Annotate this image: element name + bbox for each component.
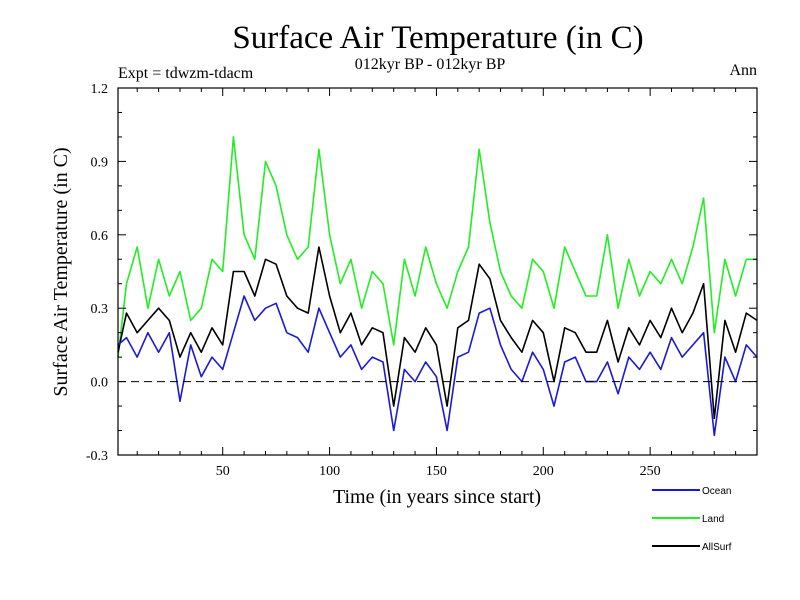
legend-label-allsurf: AllSurf	[702, 542, 732, 553]
experiment-label: Expt = tdwzm-tdacm	[118, 65, 254, 82]
y-axis-label: Surface Air Temperature (in C)	[50, 147, 72, 396]
axis-ticks: 50 100 150 200 250 -0.3 0.0 0.3 0.6 0.9 1.2	[86, 82, 757, 479]
plot-frame	[117, 87, 758, 456]
series-line-land	[117, 136, 757, 358]
season-label: Ann	[729, 62, 757, 79]
chart-subtitle: 012kyr BP - 012kyr BP	[355, 56, 506, 73]
y-tick-label: 0.3	[91, 302, 109, 317]
x-tick-label: 250	[640, 464, 661, 479]
chart-title: Surface Air Temperature (in C)	[232, 20, 643, 56]
legend-label-ocean: Ocean	[702, 486, 731, 497]
x-tick-label: 200	[533, 464, 554, 479]
legend-label-land: Land	[702, 514, 724, 525]
series-line-ocean	[117, 295, 758, 437]
x-tick-label: 150	[426, 464, 447, 479]
y-tick-label: 1.2	[91, 82, 109, 97]
x-tick-label: 100	[319, 464, 340, 479]
y-tick-label: 0.6	[91, 229, 109, 244]
x-tick-label: 50	[216, 464, 230, 479]
series-layer	[117, 136, 758, 437]
x-axis-label: Time (in years since start)	[333, 486, 541, 508]
series-line-allsurf	[117, 246, 758, 420]
y-tick-label: 0.9	[91, 155, 109, 170]
y-tick-label: 0.0	[91, 376, 109, 391]
y-tick-label: -0.3	[86, 449, 108, 464]
legend: Ocean Land AllSurf	[652, 486, 732, 553]
